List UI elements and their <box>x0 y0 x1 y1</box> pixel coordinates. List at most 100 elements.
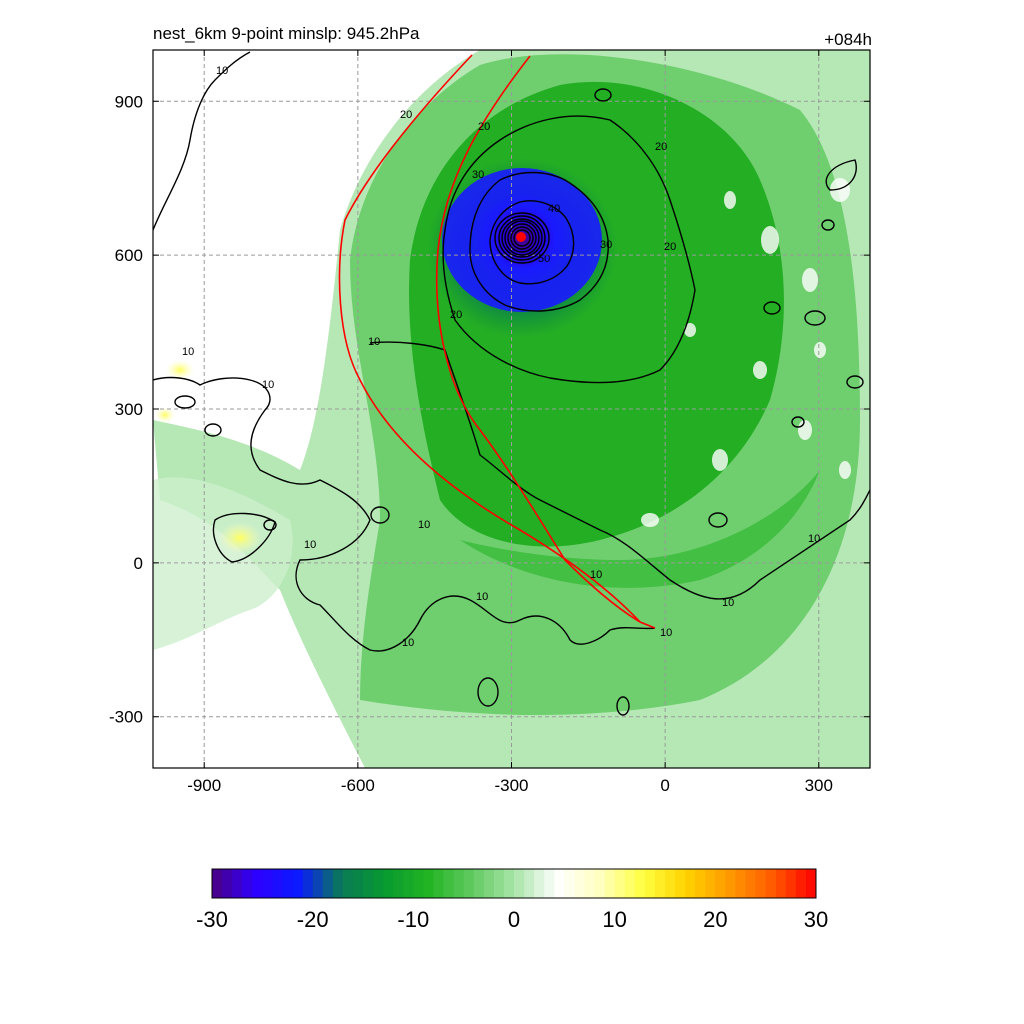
colorbar-swatch <box>403 869 414 898</box>
x-tick-label: -900 <box>187 776 221 795</box>
x-tick-label: 300 <box>805 776 833 795</box>
contour-label: 10 <box>216 65 228 77</box>
colorbar-swatch <box>473 869 485 898</box>
colorbar-swatch <box>453 869 465 898</box>
colorbar-swatch <box>503 869 515 898</box>
colorbar-swatch <box>644 869 656 898</box>
colorbar-swatch <box>413 869 424 898</box>
colorbar-swatch <box>534 869 545 898</box>
colorbar: -30 -20 -10 0 10 20 30 <box>196 868 828 932</box>
chart-title: nest_6km 9-point minslp: 945.2hPa <box>153 24 420 43</box>
colorbar-swatch <box>755 869 767 898</box>
colorbar-swatch <box>695 869 706 898</box>
colorbar-swatch <box>292 869 304 898</box>
colorbar-swatch <box>272 869 283 898</box>
colorbar-swatch <box>634 869 646 898</box>
colorbar-tick-label: 10 <box>602 907 626 932</box>
colorbar-tick-label: -30 <box>196 907 228 932</box>
colorbar-tick-label: -10 <box>397 907 429 932</box>
colorbar-swatch <box>393 869 404 898</box>
contour-label: 10 <box>590 569 602 581</box>
contour-label: 20 <box>450 309 462 321</box>
colorbar-swatch <box>252 869 263 898</box>
x-tick-label: 0 <box>660 776 669 795</box>
colorbar-swatch <box>282 869 294 898</box>
colorbar-tick-label: 0 <box>508 907 520 932</box>
contour-label: 10 <box>402 637 414 649</box>
contour-label: 10 <box>182 346 194 358</box>
contour-label: 10 <box>368 336 380 348</box>
track-boundary-right <box>435 55 656 629</box>
shading-yellow-3 <box>155 407 175 423</box>
colorbar-swatch <box>262 869 273 898</box>
colorbar-swatch <box>312 869 324 898</box>
colorbar-swatch <box>624 869 636 898</box>
track-boundary-left <box>338 54 641 623</box>
contour-10-west <box>153 376 656 652</box>
contour-label: 10 <box>808 533 820 545</box>
colorbar-swatch <box>805 869 817 898</box>
colorbar-swatch <box>363 869 374 898</box>
colorbar-swatch <box>383 869 394 898</box>
colorbar-swatch <box>443 869 455 898</box>
colorbar-swatch <box>322 869 334 898</box>
colorbar-swatch <box>665 869 676 898</box>
colorbar-swatch <box>483 869 495 898</box>
colorbar-swatch <box>212 869 223 898</box>
colorbar-swatch <box>715 869 726 898</box>
colorbar-swatch <box>514 869 525 898</box>
contour-eyewall-rings <box>494 212 550 264</box>
contour-label: 20 <box>400 109 412 121</box>
shading-green-south <box>460 470 820 588</box>
contour-label: 10 <box>722 597 734 609</box>
track-lines <box>338 54 656 629</box>
colorbar-swatch <box>775 869 787 898</box>
contour-label: 40 <box>548 203 560 215</box>
contour-label: 10 <box>418 519 430 531</box>
y-axis: -300 0 300 600 900 <box>109 92 870 727</box>
colorbar-swatch <box>554 869 565 898</box>
colorbar-swatch <box>493 869 505 898</box>
colorbar-swatch <box>222 869 233 898</box>
contour-label: 10 <box>660 627 672 639</box>
y-tick-label: 600 <box>115 246 143 265</box>
x-tick-label: -300 <box>494 776 528 795</box>
shading-white-patches <box>641 178 851 527</box>
colorbar-swatch <box>675 869 686 898</box>
y-tick-label: 0 <box>134 554 143 573</box>
colorbar-swatch <box>685 869 696 898</box>
contour-lines <box>153 51 870 716</box>
colorbar-swatch <box>524 869 535 898</box>
contour-label: 10 <box>476 591 488 603</box>
colorbar-swatch <box>352 869 364 898</box>
colorbar-swatch <box>604 869 616 898</box>
colorbar-frame <box>211 868 817 899</box>
contour-label: 20 <box>478 121 490 133</box>
contour-20 <box>442 115 696 384</box>
colorbar-tick-label: 30 <box>804 907 828 932</box>
colorbar-tick-label: -20 <box>297 907 329 932</box>
plot-area: 10 20 20 30 40 50 30 20 20 20 10 10 10 1… <box>153 50 870 768</box>
colorbar-tick-label: 20 <box>703 907 727 932</box>
colorbar-swatch <box>725 869 736 898</box>
colorbar-swatch <box>594 869 606 898</box>
colorbar-swatch <box>574 869 585 898</box>
colorbar-swatch <box>242 869 253 898</box>
contour-40 <box>489 200 575 285</box>
contour-label: 30 <box>600 239 612 251</box>
colorbar-swatch <box>705 869 716 898</box>
shading-yellow-2 <box>218 522 262 554</box>
colorbar-swatch <box>544 869 555 898</box>
shading-yellow-1 <box>166 360 194 380</box>
forecast-hour-label: +084h <box>824 30 872 49</box>
colorbar-swatch <box>654 869 666 898</box>
colorbar-swatch <box>765 869 777 898</box>
y-tick-label: -300 <box>109 708 143 727</box>
contour-label: 10 <box>304 539 316 551</box>
contour-30 <box>469 171 609 312</box>
colorbar-swatch <box>302 869 314 898</box>
contour-label: 30 <box>472 169 484 181</box>
colorbar-swatch <box>423 869 434 898</box>
contour-label: 10 <box>262 379 274 391</box>
